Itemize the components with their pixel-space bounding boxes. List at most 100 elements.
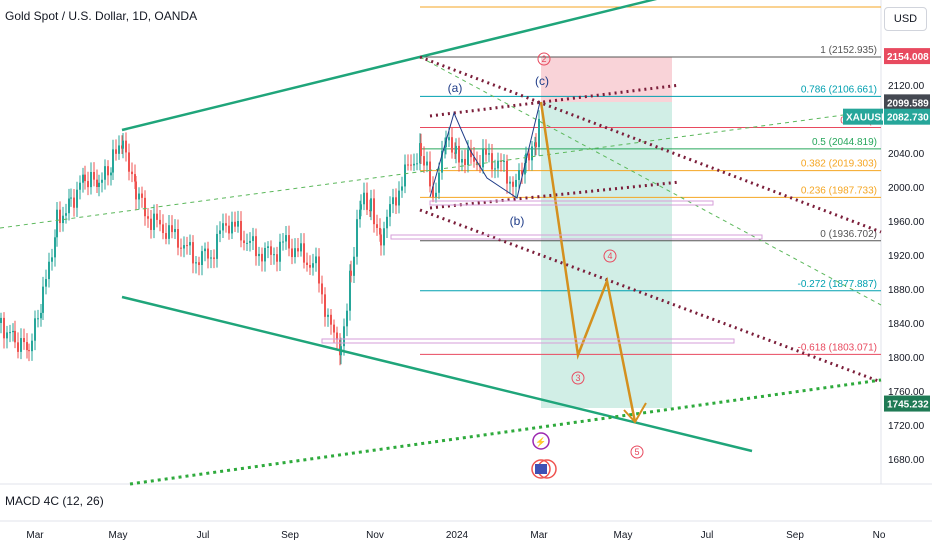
candle-body — [104, 166, 106, 180]
candle-body — [398, 190, 400, 206]
candle-body — [70, 197, 72, 199]
candle-body — [297, 248, 299, 252]
event-bolt-glyph: ⚡ — [535, 436, 546, 448]
support-zone — [429, 200, 714, 206]
candle-body — [98, 182, 100, 187]
projection-label-circle — [537, 52, 551, 66]
channel-upper-line — [121, 0, 658, 132]
candle-body — [261, 253, 263, 262]
candle-body — [455, 145, 457, 154]
candle-body — [353, 256, 355, 276]
projection-label: 2 — [541, 54, 546, 64]
indicator-label[interactable]: MACD 4C (12, 26) — [5, 494, 104, 508]
candle-body — [76, 189, 78, 208]
price-tag-box — [884, 395, 930, 412]
candle-body — [207, 248, 209, 259]
candle-body — [201, 251, 203, 266]
candle-body — [512, 181, 514, 187]
candle-body — [180, 247, 182, 249]
candle-body — [410, 164, 412, 166]
candle-body — [101, 179, 103, 183]
time-axis-tick: No — [873, 530, 886, 541]
candle-body — [485, 149, 487, 155]
candle-body — [264, 247, 266, 262]
candle-body — [506, 160, 508, 184]
candle-body — [509, 181, 511, 184]
symbol-tag: XAUUSD — [846, 113, 888, 124]
candle-body — [122, 140, 124, 149]
candle-body — [6, 332, 8, 339]
fib-level-label: 0 (1936.702) — [820, 229, 877, 240]
candle-body — [210, 257, 212, 259]
candle-body — [285, 235, 287, 242]
candle-body — [42, 286, 44, 313]
candle-body — [404, 164, 406, 187]
time-axis-tick: 2024 — [446, 530, 469, 541]
channel-lower-line — [121, 295, 753, 453]
us-flag-icon — [535, 464, 547, 474]
candle-body — [294, 248, 296, 258]
event-bolt-icon — [532, 432, 550, 450]
candle-body — [131, 171, 133, 175]
candle-body — [138, 193, 140, 200]
candle-body — [171, 225, 173, 233]
candle-body — [356, 219, 358, 257]
projection-label-circle — [603, 249, 617, 263]
time-axis-tick: May — [109, 530, 128, 541]
candle-body — [144, 197, 146, 217]
candle-body — [219, 230, 221, 234]
fib-level-label: 0.236 (1987.733) — [801, 185, 877, 196]
candle-body — [110, 172, 112, 176]
projection-label: 3 — [575, 373, 580, 383]
fib-level-label: 0.5 (2044.819) — [812, 137, 877, 148]
price-tag-box — [884, 48, 930, 65]
candle-body — [521, 170, 523, 175]
candle-body — [359, 209, 361, 220]
currency-button[interactable]: USD — [884, 7, 927, 31]
candle-body — [333, 324, 335, 333]
candle-body — [141, 193, 143, 198]
candle-body — [45, 279, 47, 287]
candle-body — [343, 326, 345, 347]
candle-body — [370, 198, 372, 212]
candle-body — [198, 262, 200, 266]
candle-body — [107, 166, 109, 176]
candle-body — [87, 181, 89, 188]
candle-body — [255, 236, 257, 257]
candle-body — [461, 158, 463, 163]
candle-body — [204, 248, 206, 252]
support-zone — [390, 234, 763, 240]
price-axis-tick: 1880.00 — [888, 285, 925, 296]
candle-body — [476, 161, 478, 166]
candle-body — [306, 262, 308, 265]
candle-body — [118, 145, 120, 154]
candle-body — [497, 160, 499, 169]
price-axis-tick: 1720.00 — [888, 421, 925, 432]
price-tag: 2082.730 — [887, 113, 929, 124]
projection-label-circle — [571, 371, 585, 385]
candle-body — [213, 257, 215, 259]
candle-body — [48, 261, 50, 280]
time-axis-tick: Sep — [281, 530, 299, 541]
candle-body — [128, 152, 130, 172]
candle-body — [309, 264, 311, 268]
wave-label: (c) — [535, 74, 549, 88]
candle-body — [531, 146, 533, 161]
candle-body — [246, 242, 248, 244]
price-tag: 1745.232 — [887, 400, 929, 411]
time-axis-tick: Jul — [197, 530, 210, 541]
candle-body — [112, 149, 114, 173]
candle-body — [488, 153, 490, 155]
candle-body — [518, 170, 520, 180]
candle-body — [134, 174, 136, 182]
candle-body — [228, 225, 230, 234]
candle-body — [373, 198, 375, 225]
candle-body — [426, 161, 428, 166]
candle-body — [240, 221, 242, 241]
price-tag-box — [884, 108, 930, 125]
candle-body — [79, 182, 81, 190]
candle-body — [12, 330, 14, 333]
candle-body — [82, 174, 84, 183]
